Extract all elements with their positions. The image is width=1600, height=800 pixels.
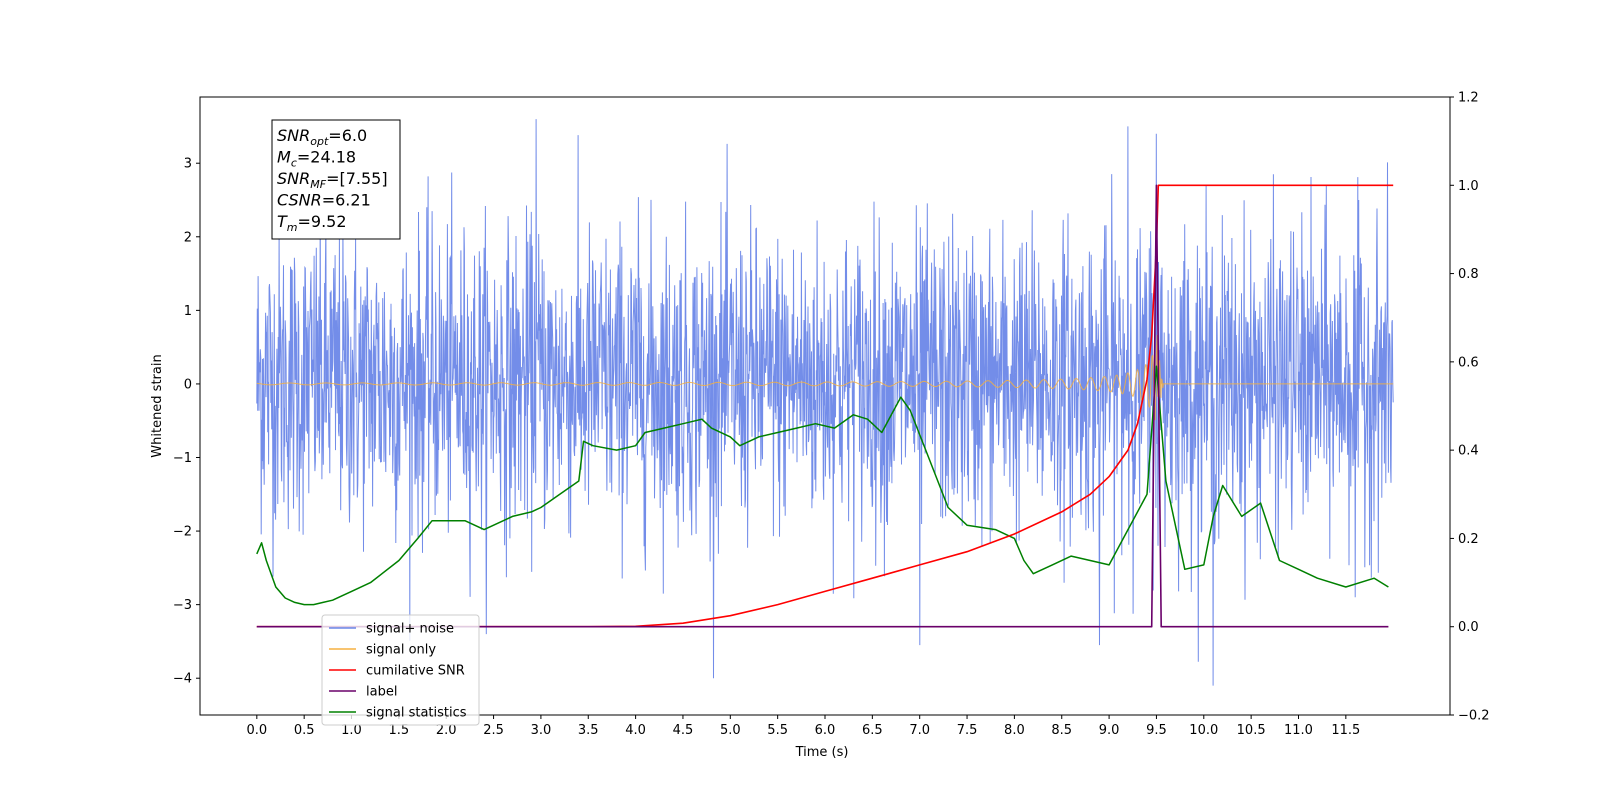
x-tick-label: 7.0 [909,723,930,738]
series-signal-statistics [256,365,1389,606]
y-tick-label: 0 [184,377,192,392]
x-tick-label: 11.5 [1331,723,1360,738]
x-tick-label: 1.0 [341,723,362,738]
info-box-line: SNRopt=6.0 [277,126,367,148]
series-label [256,184,1389,628]
x-tick-label: 6.5 [862,723,883,738]
x-tick-label: 6.0 [815,723,836,738]
y-tick-label: −3 [173,598,192,613]
info-box-line: Mc=24.18 [277,148,356,170]
x-tick-label: 9.0 [1099,723,1120,738]
x-tick-label: 2.5 [483,723,504,738]
x-tick-label: 2.0 [436,723,457,738]
y-axis-label: Whitened strain [150,354,165,457]
y2-tick-label: 0.4 [1458,444,1479,459]
x-axis-label: Time (s) [795,745,849,760]
y-tick-label: 1 [184,304,192,319]
x-tick-label: 0.5 [294,723,315,738]
y2-tick-label: 0.0 [1458,620,1479,635]
y2-tick-label: 1.0 [1458,179,1479,194]
x-tick-label: 5.5 [767,723,788,738]
info-box-line: Tm=9.52 [277,212,347,234]
x-tick-label: 7.5 [957,723,978,738]
y-tick-label: 2 [184,230,192,245]
y2-tick-label: 1.2 [1458,91,1479,106]
x-tick-label: 1.5 [389,723,410,738]
y-tick-label: −4 [173,672,192,687]
legend-label: signal statistics [366,706,467,721]
x-tick-label: 4.0 [625,723,646,738]
y2-tick-label: 0.6 [1458,355,1479,370]
legend-frame [321,614,480,726]
x-tick-label: 5.0 [720,723,741,738]
legend-label: signal+ noise [366,622,454,637]
info-box-line: SNRMF=[7.55] [277,169,388,191]
y2-tick-label: 0.2 [1458,532,1479,547]
y-tick-label: −1 [173,451,192,466]
legend-label: cumilative SNR [366,664,465,679]
x-tick-label: 9.5 [1146,723,1167,738]
info-box-frame [271,119,401,240]
y2-tick-label: −0.2 [1458,709,1490,724]
x-tick-label: 10.0 [1189,723,1218,738]
x-tick-label: 8.5 [1051,723,1072,738]
x-tick-label: 4.5 [673,723,694,738]
legend: signal+ noise signal only cumilative SNR la… [321,614,480,726]
x-tick-label: 11.0 [1284,723,1313,738]
y2-tick-label: 0.8 [1458,267,1479,282]
series-signal-only [256,334,1394,427]
legend-label: label [366,685,397,700]
x-tick-label: 8.0 [1004,723,1025,738]
x-tick-label: 10.5 [1237,723,1266,738]
y-tick-label: −2 [173,525,192,540]
legend-label: signal only [366,643,436,658]
x-tick-label: 0.0 [246,723,267,738]
info-box-line: CSNR=6.21 [277,191,371,210]
x-tick-label: 3.0 [531,723,552,738]
series-signal-noise [256,119,1394,686]
y-tick-label: 3 [184,157,192,172]
x-tick-label: 3.5 [578,723,599,738]
